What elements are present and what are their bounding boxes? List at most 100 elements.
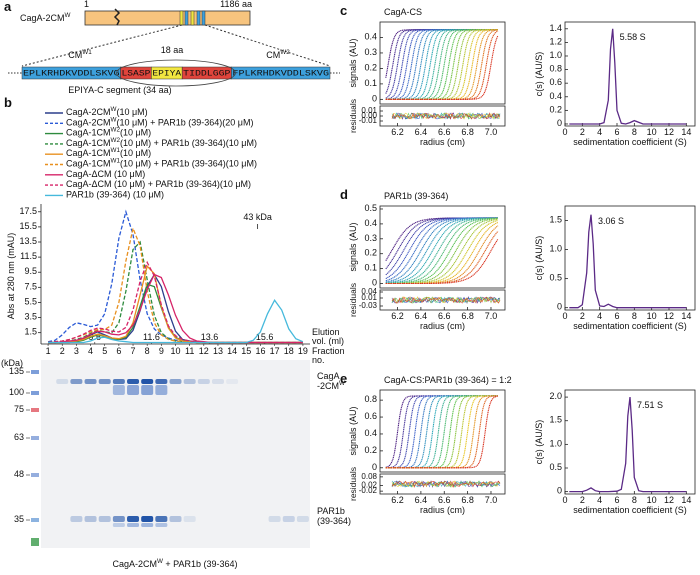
gel-band: [70, 379, 83, 384]
zoom-line: [21, 24, 183, 67]
y-tick-label: 0.5: [549, 273, 562, 283]
legend-label: CagA-1CMW2(10 μM) + PAR1b (39-364)(10 μM…: [66, 137, 257, 148]
x-axis-label: radius (cm): [420, 321, 465, 331]
x-tick-label: 17: [270, 346, 280, 356]
gel-band: [141, 516, 154, 522]
x-tick-label: 10: [647, 311, 657, 321]
plot-frame: [379, 389, 506, 473]
cm-label: CMW2: [266, 49, 290, 60]
band-label: (39-364): [317, 516, 351, 526]
gel-band: [98, 379, 111, 384]
scan-curve: [385, 238, 499, 285]
gel-band: [127, 523, 140, 527]
x-tick-label: 0: [562, 495, 567, 505]
y-tick-label: 0.4: [364, 32, 377, 42]
motif: [179, 10, 184, 26]
gel-caption: CagA-2CMW + PAR1b (39-364): [112, 558, 237, 569]
gel-band: [84, 379, 97, 384]
y-tick-label: 0: [557, 302, 562, 312]
distribution-line: [569, 28, 687, 125]
y-axis-label: signals (AU): [348, 406, 358, 455]
x-tick-label: 6.6: [438, 495, 451, 505]
y-tick-label: 0: [372, 462, 377, 472]
gel-band: [127, 379, 140, 384]
x-tick-label: 0: [562, 311, 567, 321]
scan-curve: [385, 395, 499, 469]
y-tick-label: 0.4: [364, 218, 377, 228]
x-tick-label: 0: [562, 127, 567, 137]
gel-band: [127, 516, 140, 522]
y-axis-label: residuals: [348, 283, 358, 317]
residual-noise: [391, 296, 501, 304]
ladder-band: [31, 473, 39, 477]
residual-noise: [391, 112, 501, 120]
gel-band: [155, 379, 168, 384]
series-line: [48, 260, 303, 344]
y-tick-label: 1.5: [549, 415, 562, 425]
gel-unit: (kDa): [1, 358, 23, 368]
legend-label: CagA-2CMW(10 μM) + PAR1b (39-364)(20 μM): [66, 116, 253, 127]
scan-curve: [385, 35, 499, 100]
plot-frame: [379, 473, 506, 495]
gel-band: [141, 385, 154, 395]
y-tick-label: 0.02: [361, 481, 377, 490]
x-tick-label: 6.8: [461, 127, 474, 137]
gel-band: [169, 516, 182, 522]
x-tick-label: 12: [199, 346, 209, 356]
x-tick-label: 6.4: [415, 127, 428, 137]
gel-image: [41, 360, 310, 548]
y-tick-label: -0.01: [359, 116, 378, 125]
x-tick-label: 14: [681, 495, 691, 505]
x-tick-label: 10: [170, 346, 180, 356]
y-tick-label: 0.6: [549, 78, 562, 88]
x2-tick-label: 11.6: [143, 332, 160, 342]
y-tick-label: 7.5: [24, 282, 37, 292]
marker-label: 35: [14, 514, 24, 524]
y-tick-label: 0.2: [364, 445, 377, 455]
x2-axis-label: Elution: [312, 327, 340, 337]
y-tick-label: 0: [372, 278, 377, 288]
x-tick-label: 12: [664, 311, 674, 321]
x-tick-label: 5: [102, 346, 107, 356]
y-tick-label: 1.5: [24, 327, 37, 337]
gel-band: [70, 516, 83, 522]
residual-noise: [391, 296, 501, 304]
x-axis-label: Fraction: [312, 346, 345, 356]
x-tick-label: 14: [681, 311, 691, 321]
scan-curve: [385, 217, 498, 284]
residual-noise: [391, 296, 501, 304]
y-tick-label: 0.8: [549, 64, 562, 74]
series-line: [48, 273, 303, 344]
series-line: [48, 240, 303, 344]
x-tick-label: 6.6: [438, 311, 451, 321]
y-tick-label: 0.1: [364, 263, 377, 273]
legend-label: CagA-ΔCM (10 μM) + PAR1b (39-364)(10 μM): [66, 179, 251, 189]
x-tick-label: 15: [241, 346, 251, 356]
x-tick-label: 10: [647, 127, 657, 137]
series-line: [47, 209, 303, 344]
scan-curve: [385, 219, 499, 285]
scan-curve: [385, 29, 498, 94]
x-tick-label: 10: [647, 495, 657, 505]
x-tick-label: 6.2: [391, 311, 404, 321]
x-tick-label: 1: [46, 346, 51, 356]
legend-label: CagA-1CMW2(10 μM): [66, 127, 151, 138]
x-tick-label: 8: [632, 495, 637, 505]
x-tick-label: 2: [580, 311, 585, 321]
motif: [201, 10, 206, 26]
x-tick-label: 18: [284, 346, 294, 356]
gel-band: [282, 516, 295, 522]
residual-noise: [391, 112, 501, 120]
scan-curve: [385, 29, 498, 78]
distribution-line: [569, 214, 687, 309]
y-tick-label: 0.5: [549, 462, 562, 472]
series-line: [48, 226, 303, 344]
x-tick-label: 2: [60, 346, 65, 356]
distribution-line: [569, 397, 687, 493]
y-tick-label: 1.2: [549, 37, 562, 47]
y-axis-label: Abs at 280 nm (mAU): [6, 233, 16, 320]
x-tick-label: 4: [597, 127, 602, 137]
y-tick-label: 11.5: [20, 251, 37, 261]
gel-band: [268, 516, 281, 522]
gel-band: [226, 379, 239, 384]
